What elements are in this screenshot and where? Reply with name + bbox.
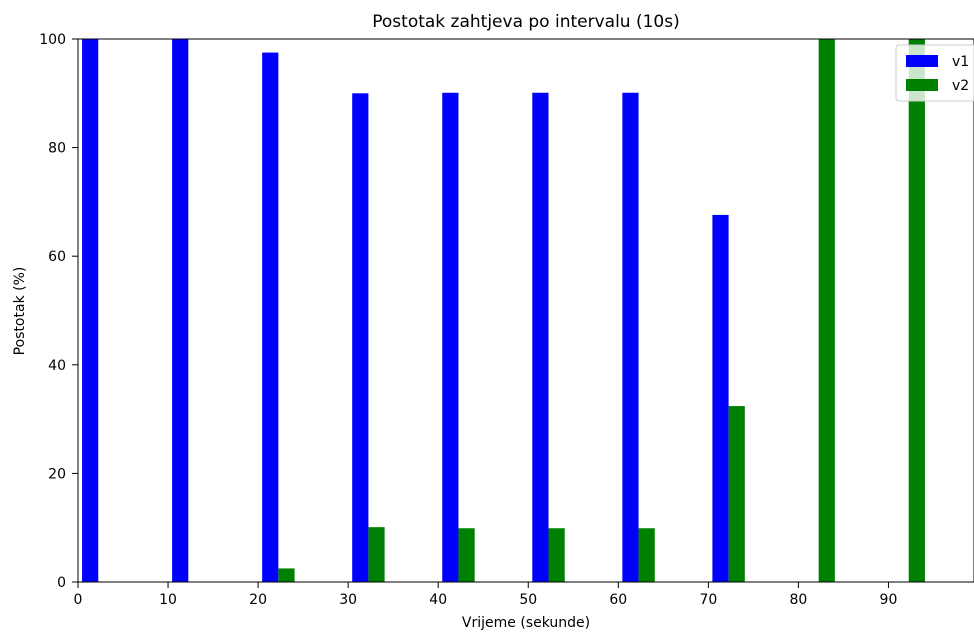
x-tick-label-0: 0 [74, 592, 83, 608]
y-tick-label-20: 20 [48, 466, 66, 482]
bars-layer [82, 39, 925, 583]
bar-v1-60 [622, 92, 639, 582]
bar-v2-40 [458, 528, 475, 582]
bar-v2-80 [818, 39, 835, 582]
x-tick-label-20: 20 [249, 592, 267, 608]
x-axis-label: Vrijeme (sekunde) [462, 615, 590, 631]
legend-label-v2: v2 [952, 78, 969, 94]
bar-v1-0 [82, 39, 99, 582]
x-tick-label-90: 90 [880, 592, 898, 608]
y-tick-label-100: 100 [39, 32, 66, 48]
x-tick-label-80: 80 [789, 592, 807, 608]
plot-frame [77, 38, 974, 583]
bar-v1-70 [712, 214, 729, 582]
bar-v1-50 [532, 92, 549, 582]
bar-v1-40 [442, 92, 459, 582]
y-tick-label-60: 60 [48, 249, 66, 265]
bar-v2-30 [368, 527, 385, 582]
y-tick-label-40: 40 [48, 358, 66, 374]
legend-swatch-v1 [906, 55, 938, 67]
chart-title: Postotak zahtjeva po intervalu (10s) [372, 12, 680, 32]
bar-v1-10 [172, 39, 189, 582]
x-tick-label-10: 10 [159, 592, 177, 608]
bar-v1-20 [262, 52, 279, 582]
bar-v2-50 [548, 528, 565, 582]
x-tick-label-70: 70 [699, 592, 717, 608]
ticks-layer: 0 10 20 30 40 50 60 70 80 90 0 20 40 60 80 100 [39, 32, 897, 608]
x-tick-label-60: 60 [609, 592, 627, 608]
legend: v1 v2 [895, 44, 974, 102]
legend-swatch-v2 [906, 79, 938, 91]
legend-label-v1: v1 [952, 54, 969, 70]
y-tick-label-80: 80 [48, 141, 66, 157]
bar-v2-70 [728, 406, 745, 582]
bar-v1-30 [352, 93, 369, 583]
x-tick-label-40: 40 [429, 592, 447, 608]
x-tick-label-30: 30 [339, 592, 357, 608]
y-tick-label-0: 0 [57, 575, 66, 591]
x-tick-label-50: 50 [519, 592, 537, 608]
axes-layer [77, 38, 974, 583]
bar-v2-60 [638, 528, 655, 582]
bar-v2-90 [908, 39, 925, 582]
y-axis-label: Postotak (%) [12, 267, 28, 356]
bar-v2-20 [278, 568, 295, 582]
